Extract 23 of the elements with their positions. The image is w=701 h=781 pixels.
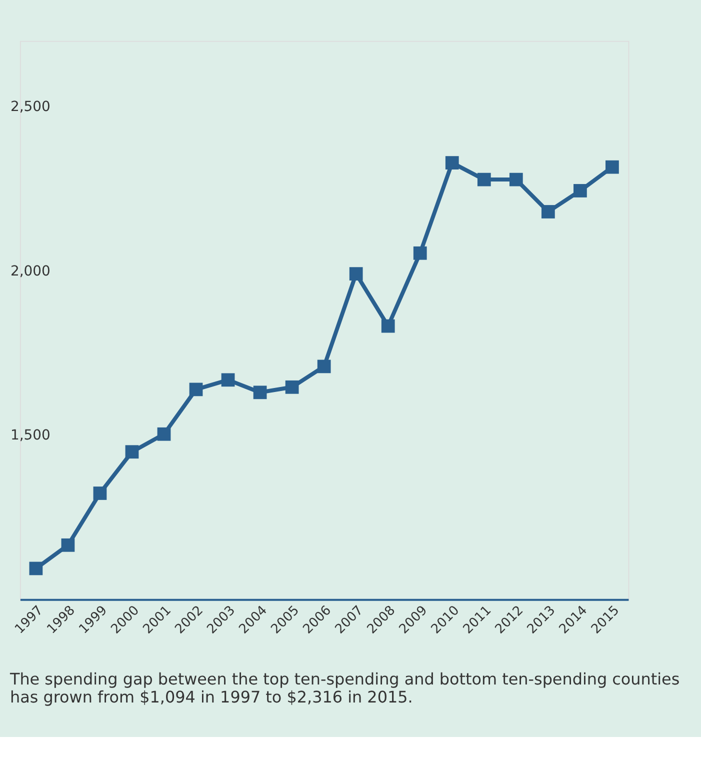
point [189,382,203,396]
point [381,319,395,333]
point [606,160,619,174]
point [93,486,107,500]
point [253,386,267,400]
text: The spending gap between the top ten-spending and bottom ten-spending counties has grown from $1,094 in 1997 to $2,316 in 2015. [8,670,680,707]
y-tick-label: 1,500 [10,428,50,444]
y-tick-label: 2,500 [10,99,50,116]
point [574,184,587,198]
point [349,267,363,281]
point [221,373,235,387]
point [125,445,139,459]
point [157,427,171,441]
point [413,246,427,260]
point [61,538,75,552]
point [29,562,43,576]
point [445,156,459,170]
point [285,380,299,394]
y-tick-label: 2,000 [10,263,50,280]
point [477,172,491,186]
point [541,205,555,218]
point [317,360,331,374]
point [509,172,523,186]
